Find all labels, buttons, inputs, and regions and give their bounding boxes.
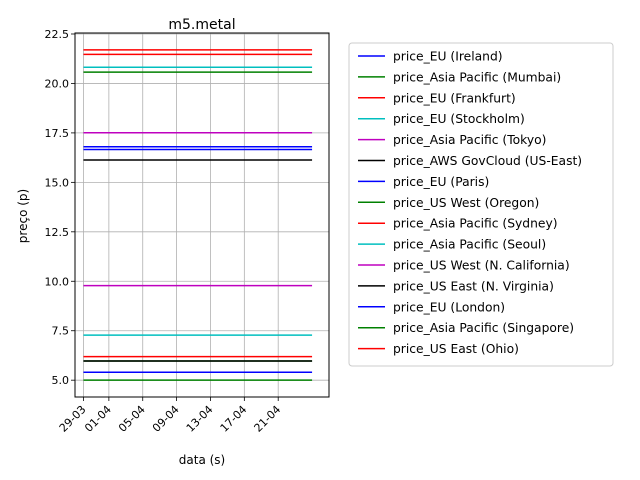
y-tick-label: 17.5 (45, 127, 70, 140)
legend-label: price_US East (N. Virginia) (393, 279, 554, 293)
x-tick-label: 01-04 (82, 403, 114, 435)
y-tick-label: 20.0 (45, 77, 70, 90)
x-tick-label: 21-04 (252, 403, 284, 435)
y-axis-ticks: 5.0 7.5 10.0 12.5 15.0 17.5 20.0 22.5 (45, 28, 75, 387)
legend-label: price_EU (London) (393, 300, 505, 314)
x-tick-label: 09-04 (150, 403, 182, 435)
legend-label: price_EU (Ireland) (393, 50, 503, 64)
series-lines (83, 49, 313, 381)
x-tick-label: 29-03 (57, 403, 89, 435)
x-tick-label: 13-04 (184, 403, 216, 435)
legend-label: price_EU (Frankfurt) (393, 91, 516, 105)
y-tick-label: 7.5 (52, 325, 70, 338)
plot-frame (74, 32, 330, 398)
y-tick-label: 15.0 (45, 176, 70, 189)
y-tick-label: 5.0 (52, 374, 70, 387)
x-tick-label: 17-04 (218, 403, 250, 435)
y-gridlines (75, 33, 329, 381)
legend-label: price_US West (N. California) (393, 259, 570, 273)
y-axis-label: preço (p) (16, 189, 30, 243)
y-tick-label: 12.5 (45, 226, 70, 239)
x-gridlines (83, 33, 279, 397)
legend-label: price_Asia Pacific (Mumbai) (393, 70, 561, 84)
y-tick-label: 10.0 (45, 275, 70, 288)
y-tick-label: 22.5 (45, 28, 70, 41)
legend-label: price_US West (Oregon) (393, 196, 539, 210)
legend-label: price_Asia Pacific (Singapore) (393, 321, 574, 335)
legend-label: price_AWS GovCloud (US-East) (393, 154, 582, 168)
legend-box (348, 42, 614, 367)
legend-label: price_Asia Pacific (Seoul) (393, 238, 546, 252)
legend: price_EU (Ireland) price_Asia Pacific (Mu… (348, 42, 614, 367)
x-tick-label: 05-04 (116, 403, 148, 435)
legend-label: price_Asia Pacific (Sydney) (393, 217, 558, 231)
legend-label: price_EU (Stockholm) (393, 112, 525, 126)
chart-title: m5.metal (168, 17, 235, 33)
legend-label: price_Asia Pacific (Tokyo) (393, 133, 546, 147)
x-axis-label: data (s) (179, 453, 225, 467)
legend-label: price_US East (Ohio) (393, 342, 519, 356)
legend-label: price_EU (Paris) (393, 175, 489, 189)
